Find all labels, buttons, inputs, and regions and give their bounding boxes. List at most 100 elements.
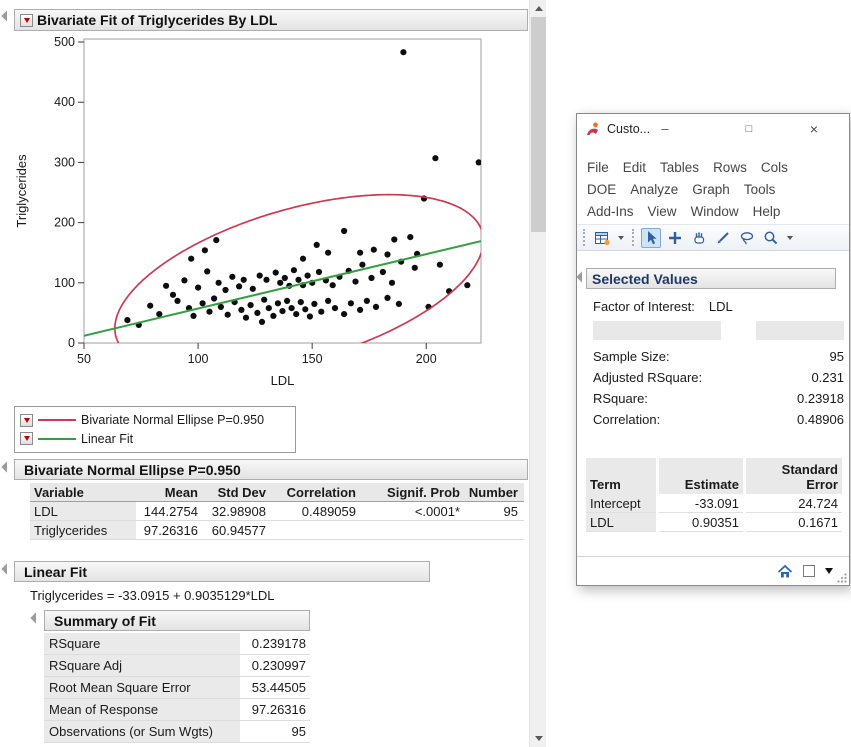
toolbar <box>577 224 849 251</box>
cell-std-dev: 32.98908 <box>198 502 266 520</box>
selected-values-stats: Sample Size: 95 Adjusted RSquare: 0.231 … <box>577 346 849 430</box>
stat-value: 97.26316 <box>240 699 310 720</box>
factor-of-interest-row: Factor of Interest:LDL <box>577 299 849 315</box>
scroll-up-button[interactable] <box>530 0 547 17</box>
table-row: RSquare 0.239178 <box>44 633 310 655</box>
svg-text:200: 200 <box>416 352 437 366</box>
disclosure-open-icon[interactable] <box>30 612 41 623</box>
table-row: LDL 144.2754 32.98908 0.489059 <.0001* 9… <box>30 502 524 521</box>
stat-row: Adjusted RSquare: 0.231 <box>577 367 849 388</box>
vertical-scrollbar[interactable] <box>529 0 546 747</box>
stat-value: 95 <box>670 349 844 364</box>
stat-label: Adjusted RSquare: <box>593 370 702 385</box>
stat-value: 0.48906 <box>660 412 844 427</box>
arrow-tool-icon[interactable] <box>641 228 661 248</box>
factor-label: Factor of Interest: <box>593 299 695 314</box>
red-triangle-glyph <box>24 18 30 23</box>
stat-value: 95 <box>240 721 310 742</box>
home-icon[interactable] <box>777 564 793 579</box>
menu-item-edit[interactable]: Edit <box>623 160 646 175</box>
menu-item-rows[interactable]: Rows <box>713 160 747 175</box>
magnifier-tool-icon[interactable] <box>761 228 781 248</box>
stat-label: RSquare <box>44 633 240 654</box>
selected-values-header[interactable]: Selected Values <box>586 268 836 289</box>
cell-correlation: 0.489059 <box>266 502 356 520</box>
cell-std-dev: 60.94577 <box>198 521 266 539</box>
menu-item-analyze[interactable]: Analyze <box>630 182 678 197</box>
menu-item-view[interactable]: View <box>648 204 677 219</box>
minimize-button[interactable]: – <box>654 114 676 144</box>
svg-text:100: 100 <box>54 276 75 290</box>
chevron-down-icon[interactable] <box>787 236 793 240</box>
value-box-right[interactable] <box>756 321 844 340</box>
maximize-button[interactable]: □ <box>738 114 760 144</box>
menu-item-file[interactable]: File <box>587 160 609 175</box>
section-title: Bivariate Normal Ellipse P=0.950 <box>24 462 241 478</box>
dropdown-arrow-icon[interactable] <box>825 568 833 574</box>
resize-grip[interactable] <box>836 572 848 584</box>
cell-variable: LDL <box>30 502 136 520</box>
cell-estimate: 0.90351 <box>659 513 743 532</box>
cell-mean: 97.26316 <box>136 521 198 539</box>
value-box-left[interactable] <box>593 321 721 340</box>
menu-bar: File Edit Tables Rows Cols DOE Analyze G… <box>577 156 849 222</box>
cell-signif-prob: <.0001* <box>356 502 460 520</box>
toolbar-grip[interactable] <box>583 229 586 246</box>
lasso-tool-icon[interactable] <box>737 228 757 248</box>
section-title: Summary of Fit <box>54 613 156 629</box>
svg-text:0: 0 <box>68 336 75 350</box>
disclosure-open-icon[interactable] <box>1 10 12 21</box>
red-triangle-menu-icon[interactable] <box>20 432 33 445</box>
legend-item-ellipse: Bivariate Normal Ellipse P=0.950 <box>20 413 290 427</box>
column-header: Mean <box>136 483 198 501</box>
scroll-down-button[interactable] <box>530 730 547 747</box>
stat-row: RSquare: 0.23918 <box>577 388 849 409</box>
status-bar <box>577 556 849 585</box>
column-header-estimate: Estimate <box>659 458 743 494</box>
cell-correlation <box>266 521 356 539</box>
disclosure-open-icon[interactable] <box>1 461 12 472</box>
close-button[interactable]: × <box>803 114 825 144</box>
svg-text:500: 500 <box>54 35 75 49</box>
window-title-bar[interactable]: Custo... – □ × <box>577 114 849 144</box>
new-data-table-icon[interactable] <box>592 228 612 248</box>
menu-item-cols[interactable]: Cols <box>761 160 788 175</box>
legend-label: Linear Fit <box>81 432 133 446</box>
disclosure-open-icon[interactable] <box>1 563 12 574</box>
svg-text:100: 100 <box>188 352 209 366</box>
report-title-bar[interactable]: Bivariate Fit of Triglycerides By LDL <box>14 9 528 31</box>
menu-item-window[interactable]: Window <box>691 204 739 219</box>
menu-item-help[interactable]: Help <box>753 204 781 219</box>
legend-line-sample-linear-fit <box>38 438 76 440</box>
hand-tool-icon[interactable] <box>689 228 709 248</box>
brush-tool-icon[interactable] <box>713 228 733 248</box>
menu-item-doe[interactable]: DOE <box>587 182 616 197</box>
window-toggle-checkbox[interactable] <box>803 565 815 577</box>
menu-item-tools[interactable]: Tools <box>744 182 776 197</box>
stat-label: Observations (or Sum Wgts) <box>44 721 240 742</box>
summary-of-fit-table: RSquare 0.239178 RSquare Adj 0.230997 Ro… <box>44 633 310 743</box>
chevron-down-icon[interactable] <box>618 236 624 240</box>
stat-value: 0.230997 <box>240 655 310 676</box>
stat-value: 0.23918 <box>648 391 844 406</box>
red-triangle-menu-icon[interactable] <box>20 414 33 427</box>
stat-row: Correlation: 0.48906 <box>577 409 849 430</box>
scrollbar-thumb[interactable] <box>531 17 546 232</box>
ellipse-section-header[interactable]: Bivariate Normal Ellipse P=0.950 <box>14 459 528 480</box>
legend-label: Bivariate Normal Ellipse P=0.950 <box>81 413 264 427</box>
jmp-screen: Bivariate Fit of Triglycerides By LDL 0 1… <box>0 0 851 747</box>
value-boxes-row <box>577 321 849 340</box>
menu-item-tables[interactable]: Tables <box>660 160 699 175</box>
scatter-plot[interactable]: 010020030040050050100150200Triglycerides… <box>0 30 510 402</box>
selection-cross-tool-icon[interactable] <box>665 228 685 248</box>
toolbar-grip[interactable] <box>632 229 635 246</box>
summary-of-fit-header[interactable]: Summary of Fit <box>44 610 310 631</box>
column-header: Variable <box>30 483 136 501</box>
red-triangle-menu-icon[interactable] <box>20 14 33 27</box>
table-row: RSquare Adj 0.230997 <box>44 655 310 677</box>
linear-fit-section-header[interactable]: Linear Fit <box>14 561 430 582</box>
menu-item-add-ins[interactable]: Add-Ins <box>587 204 634 219</box>
table-row: Root Mean Square Error 53.44505 <box>44 677 310 699</box>
cell-signif-prob <box>356 521 460 539</box>
menu-item-graph[interactable]: Graph <box>692 182 730 197</box>
